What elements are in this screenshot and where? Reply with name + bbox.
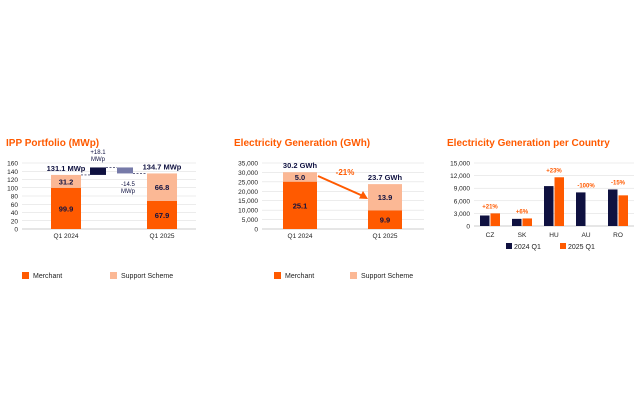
y-tick-label: 40: [11, 210, 19, 217]
legend-label-support-scheme: Support Scheme: [361, 273, 413, 280]
y-tick-label: 5,000: [242, 217, 259, 224]
x-tick-label: SK: [518, 232, 527, 239]
y-tick-label: 160: [7, 161, 18, 168]
change-label: +6%: [516, 209, 529, 215]
legend-label-merchant: Merchant: [285, 273, 314, 280]
y-tick-label: 35,000: [238, 161, 258, 168]
change-arrow-head: [359, 191, 368, 199]
support-value-label: 31.2: [59, 177, 74, 186]
y-tick-label: 120: [7, 177, 18, 184]
legend-label-2025-q1: 2025 Q1: [568, 244, 595, 251]
total-label: 134.7 MWp: [143, 162, 182, 171]
decrease-bridge-bar: [117, 167, 133, 174]
y-tick-label: 0: [14, 227, 18, 234]
merchant-bar: [147, 200, 177, 229]
total-label: 30.2 GWh: [283, 161, 318, 170]
support-value-label: 13.9: [378, 193, 393, 202]
y-tick-label: 12,000: [450, 173, 470, 180]
merchant-value-label: 99.9: [59, 204, 74, 213]
change-label: -15%: [611, 180, 626, 186]
support-scheme-bar: [51, 174, 81, 188]
merchant-bar: [368, 210, 402, 229]
legend-swatch-support-scheme: [110, 272, 117, 279]
change-label: +21%: [482, 204, 498, 210]
y-tick-label: 20: [11, 218, 19, 225]
merchant-value-label: 25.1: [293, 201, 308, 210]
bar-2025-q1: [554, 177, 564, 226]
bar-2025-q1: [490, 213, 500, 226]
y-tick-label: 80: [11, 194, 19, 201]
y-tick-label: 9,000: [454, 186, 471, 193]
support-scheme-bar: [283, 172, 317, 182]
portfolio-chart-title: IPP Portfolio (MWp): [6, 138, 100, 149]
change-label: +23%: [546, 168, 562, 174]
increase-label: +18.1: [90, 150, 106, 156]
y-tick-label: 6,000: [454, 198, 471, 205]
legend-swatch-support-scheme: [350, 272, 357, 279]
change-label: -21%: [336, 168, 355, 177]
bar-2024-q1: [544, 186, 554, 226]
legend-swatch-2024-q1: [506, 243, 512, 249]
support-value-label: 66.8: [155, 183, 170, 192]
increase-bridge-bar: [90, 167, 106, 175]
merchant-bar: [283, 181, 317, 229]
y-tick-label: 10,000: [238, 208, 258, 215]
legend-swatch-merchant: [22, 272, 29, 279]
merchant-value-label: 9.9: [380, 216, 390, 225]
y-tick-label: 15,000: [238, 198, 258, 205]
y-tick-label: 3,000: [454, 211, 471, 218]
legend-swatch-2025-q1: [560, 243, 566, 249]
bar-2024-q1: [512, 218, 522, 226]
y-tick-label: 0: [254, 227, 258, 234]
change-arrow-line: [317, 175, 364, 197]
country-chart-title: Electricity Generation per Country: [447, 138, 610, 149]
bar-2025-q1: [522, 218, 532, 226]
y-tick-label: 15,000: [450, 161, 470, 168]
y-tick-label: 140: [7, 169, 18, 176]
bar-2024-q1: [480, 215, 490, 226]
support-value-label: 5.0: [295, 173, 305, 182]
y-tick-label: 0: [466, 224, 470, 231]
support-scheme-bar: [368, 184, 402, 211]
x-tick-label: RO: [613, 232, 623, 239]
y-tick-label: 25,000: [238, 179, 258, 186]
legend-label-merchant: Merchant: [33, 273, 62, 280]
x-tick-label: Q1 2024: [54, 233, 79, 240]
support-scheme-bar: [147, 173, 177, 201]
x-tick-label: Q1 2025: [373, 233, 398, 240]
decrease-unit-label: MWp: [121, 189, 136, 195]
change-label: -100%: [577, 183, 595, 189]
total-label: 23.7 GWh: [368, 173, 403, 182]
legend-label-support-scheme: Support Scheme: [121, 273, 173, 280]
y-tick-label: 60: [11, 202, 19, 209]
bar-2025-q1: [618, 195, 628, 226]
generation-chart-title: Electricity Generation (GWh): [234, 138, 371, 149]
increase-unit-label: MWp: [91, 157, 106, 163]
y-tick-label: 30,000: [238, 170, 258, 177]
x-tick-label: Q1 2025: [150, 233, 175, 240]
y-tick-label: 100: [7, 185, 18, 192]
legend-swatch-merchant: [274, 272, 281, 279]
x-tick-label: Q1 2024: [288, 233, 313, 240]
x-tick-label: HU: [549, 232, 559, 239]
bar-2024-q1: [576, 192, 586, 226]
x-tick-label: CZ: [486, 232, 495, 239]
bar-2024-q1: [608, 189, 618, 226]
merchant-value-label: 67.9: [155, 211, 170, 220]
total-label: 131.1 MWp: [47, 164, 86, 173]
x-tick-label: AU: [581, 232, 590, 239]
legend-label-2024-q1: 2024 Q1: [514, 244, 541, 251]
y-tick-label: 20,000: [238, 189, 258, 196]
merchant-bar: [51, 187, 81, 229]
decrease-label: -14.5: [121, 182, 135, 188]
